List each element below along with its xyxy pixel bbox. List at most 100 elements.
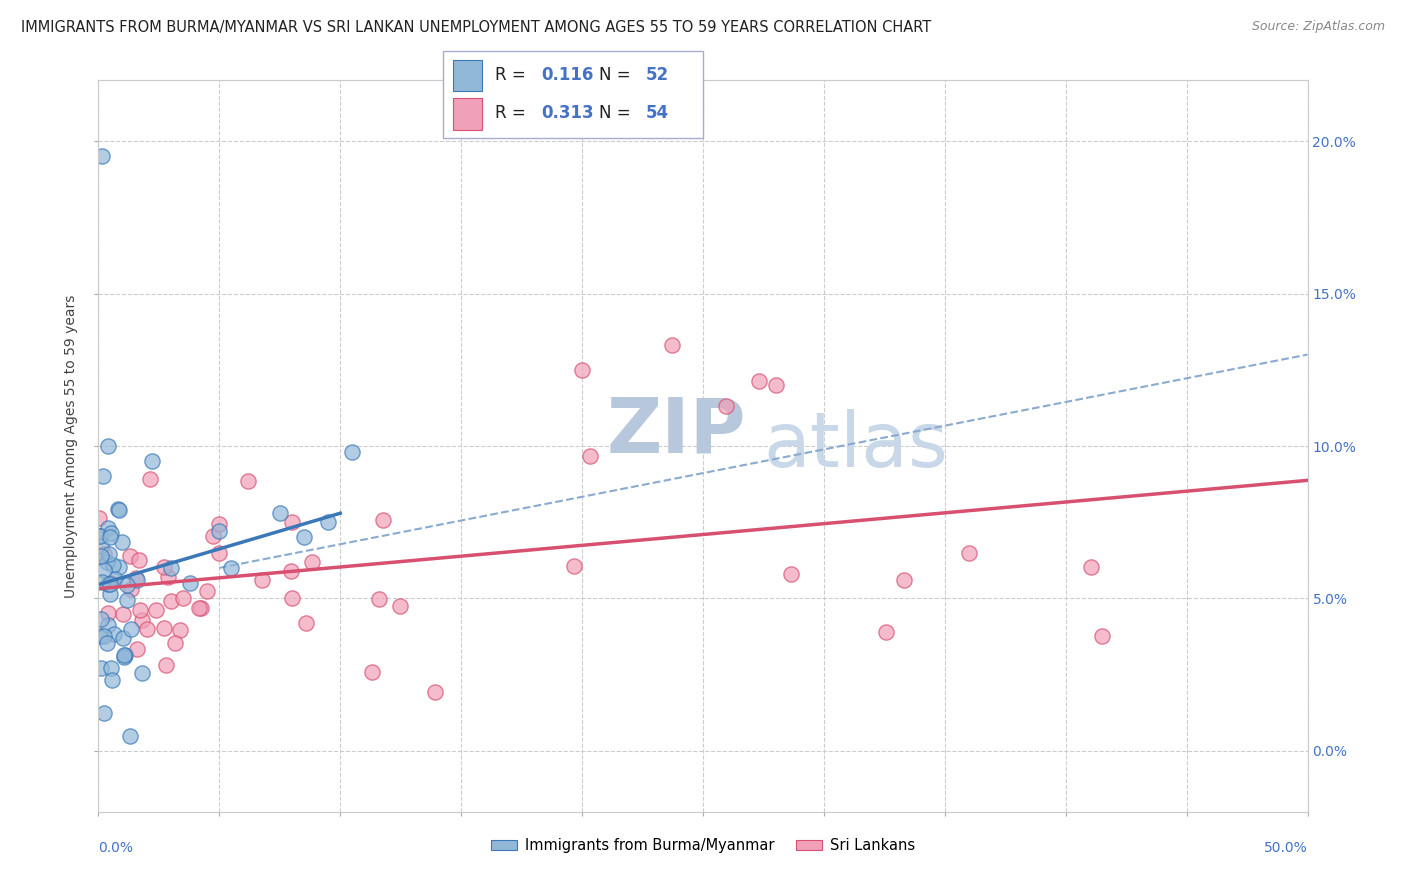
- Point: [101, 558, 124, 572]
- Point: [292, 530, 315, 544]
- Point: [1080, 559, 1102, 574]
- Point: [97, 521, 120, 535]
- Point: [179, 576, 201, 591]
- Point: [165, 636, 187, 650]
- Point: [97, 617, 120, 632]
- Point: [127, 574, 149, 588]
- Point: [208, 524, 231, 539]
- Point: [714, 400, 737, 414]
- Point: [748, 375, 770, 389]
- Point: [91, 469, 114, 483]
- Point: [280, 564, 302, 578]
- Point: [389, 599, 412, 614]
- Point: [368, 591, 391, 606]
- Point: [371, 513, 394, 527]
- Point: [93, 548, 115, 562]
- Point: [250, 573, 273, 587]
- Point: [98, 576, 121, 591]
- Point: [101, 673, 124, 687]
- Legend: Immigrants from Burma/Myanmar, Sri Lankans: Immigrants from Burma/Myanmar, Sri Lanka…: [485, 832, 921, 859]
- Point: [342, 445, 364, 459]
- Point: [90, 612, 112, 626]
- Point: [125, 571, 148, 585]
- Point: [160, 561, 183, 575]
- Text: atlas: atlas: [763, 409, 948, 483]
- Text: IMMIGRANTS FROM BURMA/MYANMAR VS SRI LANKAN UNEMPLOYMENT AMONG AGES 55 TO 59 YEA: IMMIGRANTS FROM BURMA/MYANMAR VS SRI LAN…: [21, 20, 931, 35]
- Point: [93, 706, 115, 720]
- Point: [108, 560, 131, 574]
- Point: [114, 648, 136, 662]
- FancyBboxPatch shape: [453, 60, 482, 91]
- Point: [91, 574, 114, 589]
- Point: [578, 449, 600, 463]
- Point: [169, 623, 191, 637]
- Point: [96, 635, 118, 649]
- Text: Source: ZipAtlas.com: Source: ZipAtlas.com: [1251, 20, 1385, 33]
- Point: [295, 616, 318, 631]
- Point: [118, 549, 141, 563]
- Point: [155, 658, 177, 673]
- Point: [135, 622, 157, 636]
- Text: 0.116: 0.116: [541, 66, 595, 84]
- Point: [875, 624, 897, 639]
- Point: [91, 149, 114, 163]
- Point: [661, 338, 683, 352]
- Text: 52: 52: [645, 66, 669, 84]
- Text: N =: N =: [599, 104, 636, 122]
- Point: [111, 534, 134, 549]
- Point: [301, 555, 323, 569]
- Y-axis label: Unemployment Among Ages 55 to 59 years: Unemployment Among Ages 55 to 59 years: [65, 294, 79, 598]
- Point: [139, 472, 162, 486]
- Text: R =: R =: [495, 66, 531, 84]
- Point: [202, 529, 225, 543]
- Text: 0.0%: 0.0%: [98, 841, 134, 855]
- Point: [564, 558, 586, 573]
- Point: [208, 516, 231, 531]
- Point: [316, 515, 339, 529]
- Point: [115, 592, 138, 607]
- Point: [765, 378, 787, 392]
- Point: [89, 529, 111, 543]
- Point: [957, 546, 980, 560]
- Point: [111, 607, 134, 621]
- Point: [236, 475, 259, 489]
- Point: [96, 606, 118, 620]
- Point: [172, 591, 194, 606]
- Point: [131, 665, 153, 680]
- Point: [145, 603, 167, 617]
- Point: [89, 629, 111, 643]
- Point: [87, 510, 110, 524]
- Point: [98, 587, 121, 601]
- Point: [93, 563, 115, 577]
- Point: [103, 626, 125, 640]
- Point: [117, 578, 139, 592]
- Point: [107, 503, 129, 517]
- Point: [111, 631, 134, 645]
- Point: [90, 540, 112, 554]
- Point: [280, 591, 302, 606]
- Point: [423, 684, 446, 698]
- Point: [152, 560, 174, 574]
- Point: [120, 622, 142, 636]
- Point: [112, 648, 135, 662]
- Point: [125, 641, 148, 656]
- Point: [131, 614, 153, 628]
- Point: [98, 530, 121, 544]
- Point: [129, 603, 152, 617]
- FancyBboxPatch shape: [443, 51, 703, 138]
- Point: [188, 601, 211, 615]
- Point: [156, 570, 179, 584]
- Point: [571, 363, 593, 377]
- Point: [153, 621, 176, 635]
- Point: [93, 629, 115, 643]
- Point: [141, 454, 163, 468]
- Text: R =: R =: [495, 104, 531, 122]
- Point: [120, 582, 142, 596]
- Text: 0.313: 0.313: [541, 104, 595, 122]
- Point: [128, 553, 150, 567]
- Point: [89, 529, 111, 543]
- Point: [208, 546, 231, 560]
- Point: [112, 649, 135, 664]
- Text: 50.0%: 50.0%: [1264, 841, 1308, 855]
- Point: [100, 525, 122, 540]
